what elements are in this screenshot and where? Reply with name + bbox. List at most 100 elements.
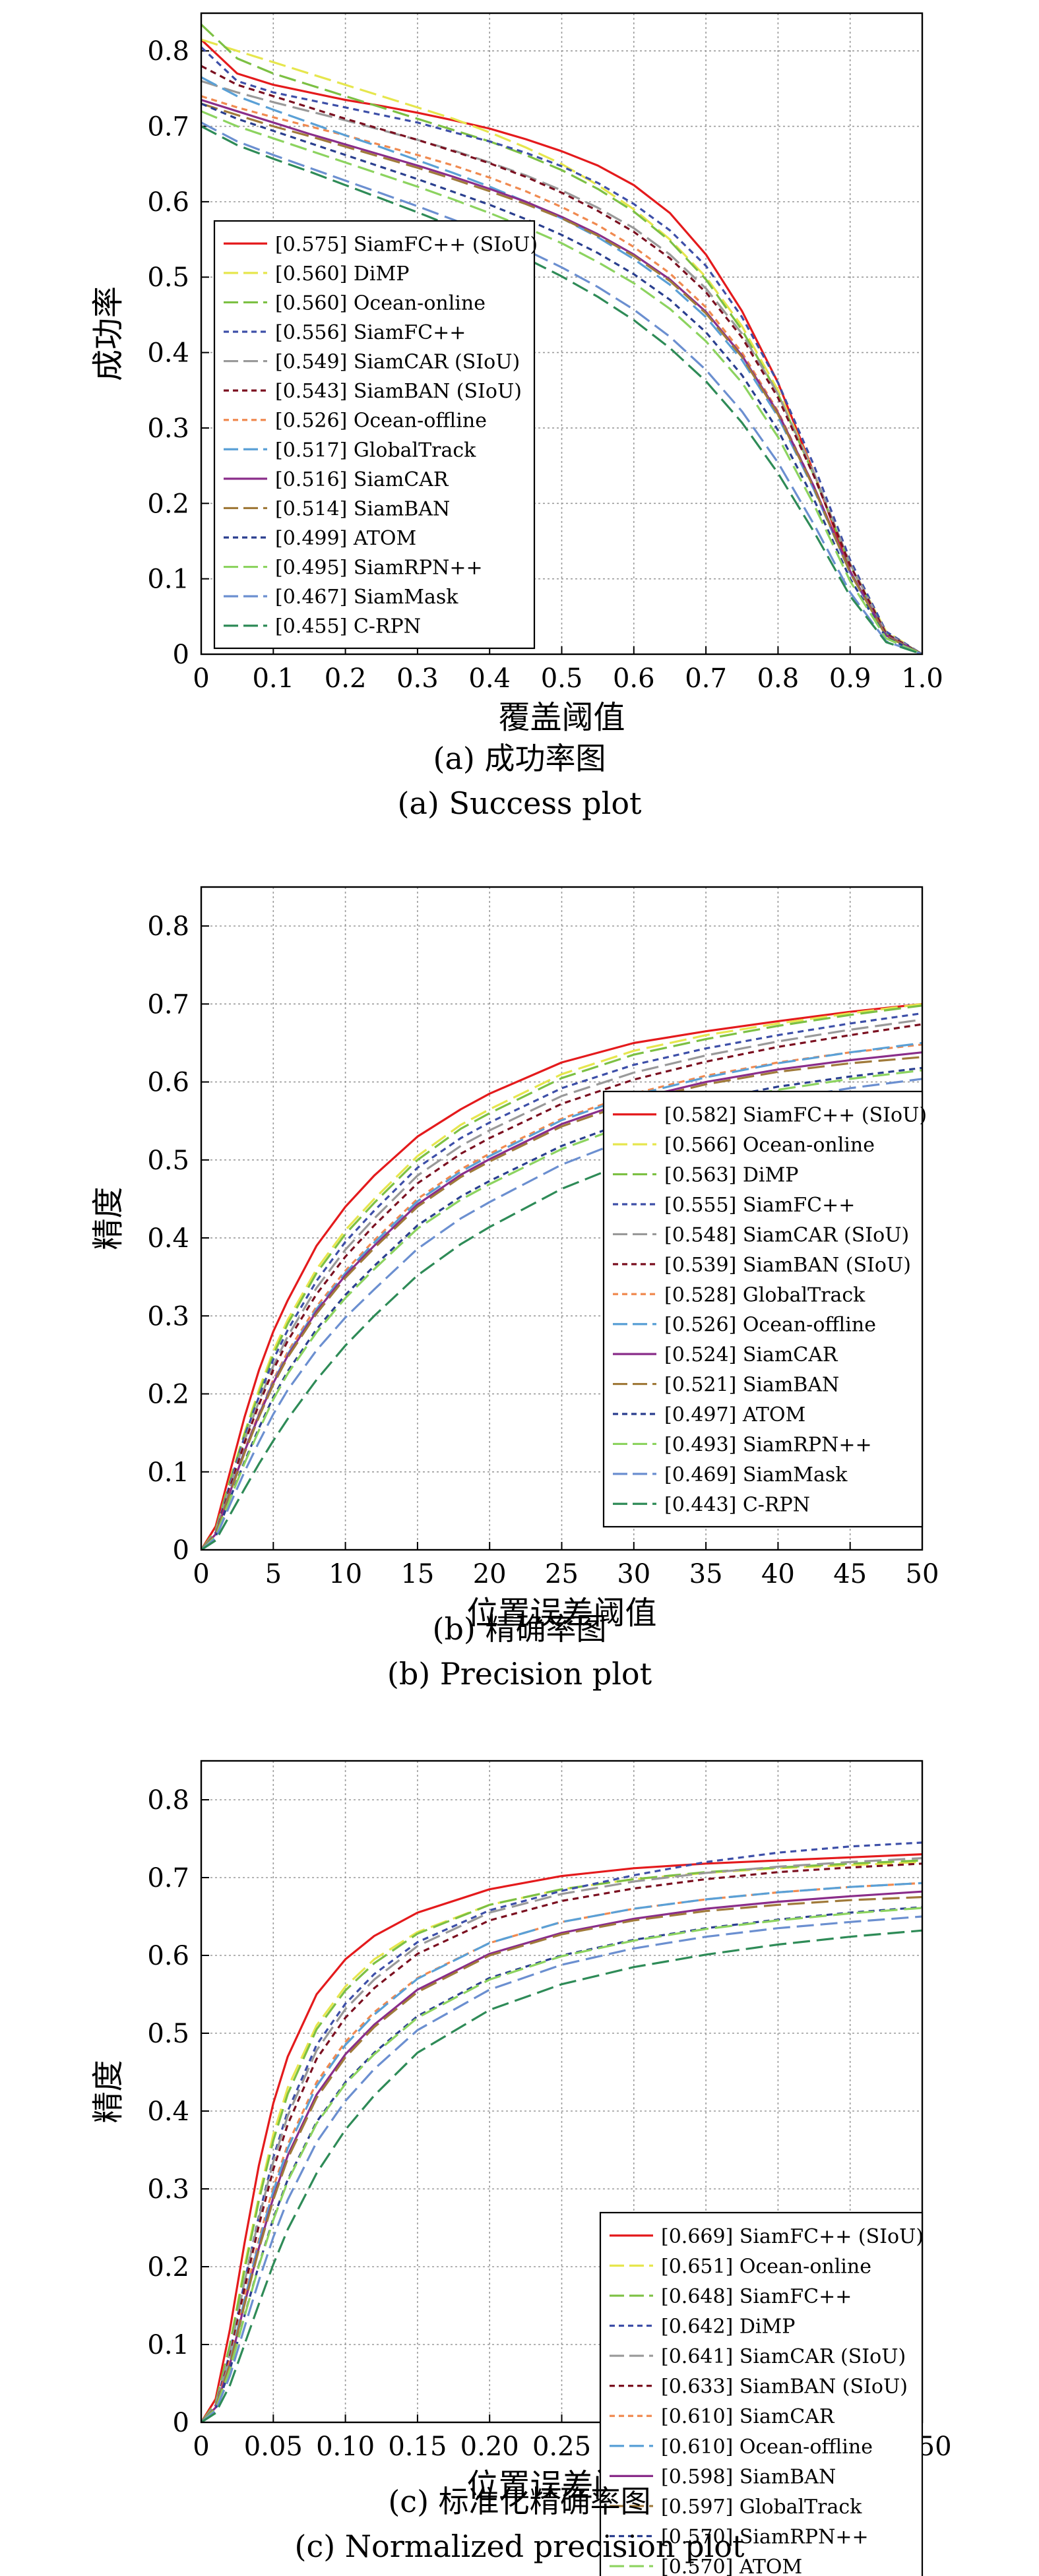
x-tick-label: 0.8 xyxy=(757,663,800,694)
y-tick-label: 0.6 xyxy=(147,187,189,218)
legend-label-1: [0.560] DiMP xyxy=(275,262,409,286)
legend-label-9: [0.521] SiamBAN xyxy=(664,1374,839,1397)
legend-label-10: [0.497] ATOM xyxy=(664,1403,805,1426)
y-tick-label: 0.2 xyxy=(147,1380,189,1410)
normalized-precision-plot-caption-en: (c) Normalized precision plot xyxy=(294,2529,745,2564)
x-tick-label: 0.05 xyxy=(244,2432,303,2462)
series-line-9 xyxy=(201,102,922,654)
legend-label-12: [0.469] SiamMask xyxy=(664,1463,848,1487)
y-tick-label: 0.8 xyxy=(147,911,189,942)
legend-label-11: [0.493] SiamRPN++ xyxy=(664,1433,872,1456)
x-axis-label: 覆盖阈值 xyxy=(498,699,625,736)
legend-label-2: [0.648] SiamFC++ xyxy=(661,2285,852,2308)
x-tick-label: 15 xyxy=(400,1559,434,1589)
series-line-5 xyxy=(201,1862,922,2422)
series-line-11 xyxy=(201,1069,922,1550)
legend-label-7: [0.610] Ocean-offline xyxy=(661,2436,873,2459)
x-tick-label: 1.0 xyxy=(901,663,943,694)
legend: [0.575] SiamFC++ (SIoU) [0.560] DiMP [0.56… xyxy=(213,220,538,650)
precision-plot-chart: 0 5 10 15 20 25 30 35 40 45 50 0 0.1 0.2 0.3 0.4 0.5 0.6 0… xyxy=(90,886,939,1632)
series-line-5 xyxy=(201,65,922,654)
precision-plot-panel: 0 5 10 15 20 25 30 35 40 45 50 0 0.1 0.2 0.3 0.4 0.5 0.6 0… xyxy=(0,857,1039,1708)
legend-label-0: [0.575] SiamFC++ (SIoU) xyxy=(275,233,538,256)
y-axis-label: 精度 xyxy=(90,2060,127,2123)
legend-label-4: [0.549] SiamCAR (SIoU) xyxy=(275,351,520,374)
legend-label-2: [0.563] DiMP xyxy=(664,1164,798,1187)
normalized-precision-plot-caption-cn: (c) 标准化精确率图 xyxy=(388,2484,651,2519)
legend-label-3: [0.556] SiamFC++ xyxy=(275,321,466,344)
x-tick-label: 0 xyxy=(193,663,209,694)
legend-label-4: [0.548] SiamCAR (SIoU) xyxy=(664,1223,909,1246)
series-line-0 xyxy=(201,1002,922,1550)
x-tick-label: 0.20 xyxy=(460,2432,519,2462)
legend-label-7: [0.517] GlobalTrack xyxy=(275,439,476,462)
x-tick-label: 0 xyxy=(193,2432,209,2462)
series-line-9 xyxy=(201,1895,922,2422)
legend-label-1: [0.651] Ocean-online xyxy=(661,2255,871,2278)
x-tick-label: 0.1 xyxy=(252,663,294,694)
legend-label-11: [0.495] SiamRPN++ xyxy=(275,557,483,580)
series-line-9 xyxy=(201,1056,922,1550)
y-tick-label: 0.4 xyxy=(147,2097,189,2127)
legend-box xyxy=(213,220,536,650)
plot-frame xyxy=(200,1760,924,2424)
series-line-10 xyxy=(201,102,922,654)
series-line-2 xyxy=(201,1004,922,1550)
legend-label-4: [0.641] SiamCAR (SIoU) xyxy=(661,2345,906,2368)
legend-label-1: [0.566] Ocean-online xyxy=(664,1134,875,1157)
y-tick-label: 0 xyxy=(173,2408,189,2438)
series-line-8 xyxy=(201,1890,922,2422)
legend-label-9: [0.597] GlobalTrack xyxy=(661,2496,862,2519)
y-tick-label: 0.8 xyxy=(147,36,189,67)
y-tick-label: 0.7 xyxy=(147,1863,189,1893)
legend-label-5: [0.633] SiamBAN (SIoU) xyxy=(661,2376,908,2399)
y-tick-label: 0.2 xyxy=(147,2252,189,2283)
x-axis-label: 位置误差阈值 xyxy=(466,1595,656,1632)
y-tick-label: 0.7 xyxy=(147,112,189,142)
series-line-0 xyxy=(201,1853,922,2422)
legend-label-13: [0.455] C-RPN xyxy=(275,615,421,638)
series-line-8 xyxy=(201,98,922,654)
legend-label-0: [0.669] SiamFC++ (SIoU) xyxy=(661,2225,924,2248)
series-line-4 xyxy=(201,1856,922,2422)
series-line-3 xyxy=(201,1012,922,1550)
series-lines xyxy=(201,24,922,654)
y-tick-label: 0.6 xyxy=(147,1941,189,1971)
y-tick-label: 0 xyxy=(173,640,189,670)
y-tick-label: 0.4 xyxy=(147,1223,189,1254)
legend-label-6: [0.528] GlobalTrack xyxy=(664,1283,866,1306)
series-line-13 xyxy=(201,1929,922,2422)
series-line-3 xyxy=(201,46,922,654)
legend-label-0: [0.582] SiamFC++ (SIoU) xyxy=(664,1104,927,1127)
x-tick-label: 0.15 xyxy=(388,2432,447,2462)
x-tick-label: 10 xyxy=(329,1559,362,1589)
x-tick-label: 0.9 xyxy=(829,663,871,694)
legend-label-5: [0.543] SiamBAN (SIoU) xyxy=(275,380,522,403)
x-tick-label: 0.2 xyxy=(325,663,367,694)
x-tick-label: 0.4 xyxy=(468,663,511,694)
y-tick-label: 0.2 xyxy=(147,489,189,519)
normalized-precision-plot-panel: 00.050.100.150.200.250.300.350.400.450.5… xyxy=(0,1731,1039,2576)
legend-label-8: [0.516] SiamCAR xyxy=(275,468,449,491)
y-tick-label: 0.1 xyxy=(147,565,189,595)
legend-label-6: [0.526] Ocean-offline xyxy=(275,410,487,433)
x-tick-label: 35 xyxy=(689,1559,723,1589)
success-plot-chart: 0 0.1 0.2 0.3 0.4 0.5 0.6 0.7 0.8 0.9 1.0 0 0.1 0.2 0.… xyxy=(90,12,943,736)
legend-label-3: [0.642] DiMP xyxy=(661,2315,795,2339)
legend-label-12: [0.467] SiamMask xyxy=(275,586,458,609)
y-tick-label: 0.4 xyxy=(147,338,189,369)
y-axis-label: 精度 xyxy=(90,1186,127,1250)
success-plot-panel: 0 0.1 0.2 0.3 0.4 0.5 0.6 0.7 0.8 0.9 1.0 0 0.1 0.2 0.… xyxy=(0,0,1039,834)
series-line-3 xyxy=(201,1841,922,2422)
legend: [0.669] SiamFC++ (SIoU) [0.651] Ocean-onl… xyxy=(599,2211,924,2576)
legend-label-6: [0.610] SiamCAR xyxy=(661,2405,835,2428)
series-line-0 xyxy=(201,38,922,654)
y-tick-label: 0 xyxy=(173,1535,189,1566)
legend-label-3: [0.555] SiamFC++ xyxy=(664,1194,855,1217)
series-line-4 xyxy=(201,80,922,654)
legend: [0.582] SiamFC++ (SIoU) [0.566] Ocean-onl… xyxy=(602,1090,927,1528)
series-lines xyxy=(201,1841,922,2422)
success-plot-caption-en: (a) Success plot xyxy=(397,785,642,821)
y-tick-label: 0.3 xyxy=(147,1301,189,1332)
x-tick-label: 0.3 xyxy=(396,663,439,694)
